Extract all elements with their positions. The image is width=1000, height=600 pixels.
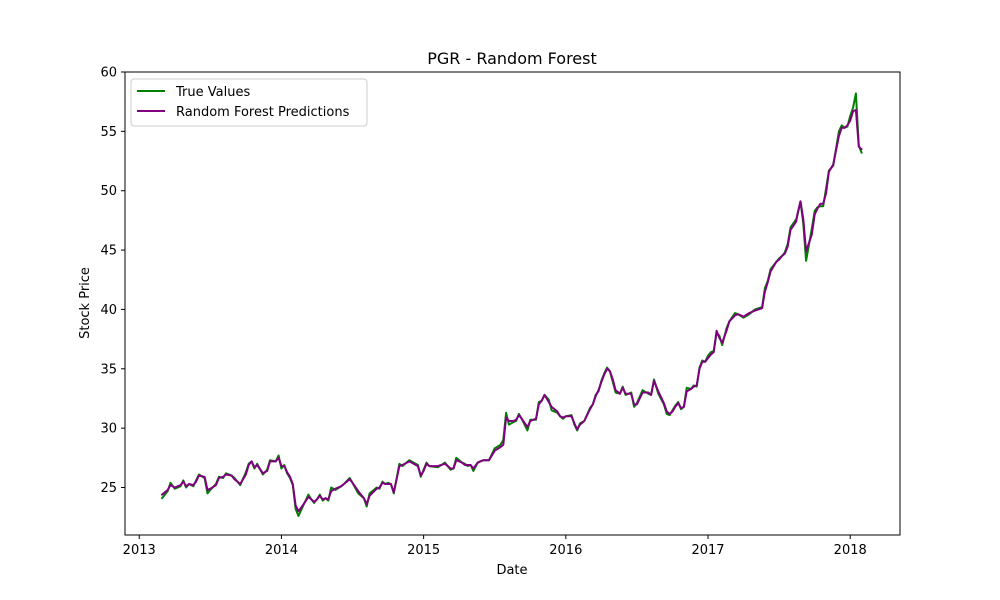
- legend-label-true-values: True Values: [175, 85, 250, 100]
- y-tick-label: 55: [100, 125, 117, 140]
- legend-label-random-forest-predictions: Random Forest Predictions: [176, 105, 350, 120]
- x-tick-label: 2017: [691, 543, 724, 558]
- x-tick-label: 2016: [549, 543, 582, 558]
- y-tick-label: 25: [100, 481, 117, 496]
- y-tick-label: 35: [100, 362, 117, 377]
- x-tick-label: 2018: [834, 543, 867, 558]
- plot-area: [124, 71, 901, 536]
- x-tick-label: 2013: [123, 543, 156, 558]
- chart-title: PGR - Random Forest: [427, 49, 597, 68]
- y-tick-label: 45: [100, 244, 117, 259]
- series-line-random-forest-predictions: [161, 109, 863, 513]
- y-tick-label: 40: [100, 303, 117, 318]
- x-axis: 2013 2014 2015 2016 2017 2018: [123, 535, 867, 558]
- y-axis: 25 30 35 40 45 50 55 60: [100, 66, 125, 496]
- y-tick-label: 50: [100, 184, 117, 199]
- x-tick-label: 2015: [407, 543, 440, 558]
- x-tick-label: 2014: [265, 543, 298, 558]
- legend: True Values Random Forest Predictions: [130, 78, 368, 127]
- plot-frame: [124, 71, 901, 536]
- y-tick-label: 60: [100, 66, 117, 81]
- legend-frame: [130, 78, 368, 127]
- y-tick-label: 30: [100, 422, 117, 437]
- y-axis-label: Stock Price: [78, 267, 93, 339]
- x-axis-label: Date: [496, 563, 527, 578]
- series-layer: [161, 92, 863, 517]
